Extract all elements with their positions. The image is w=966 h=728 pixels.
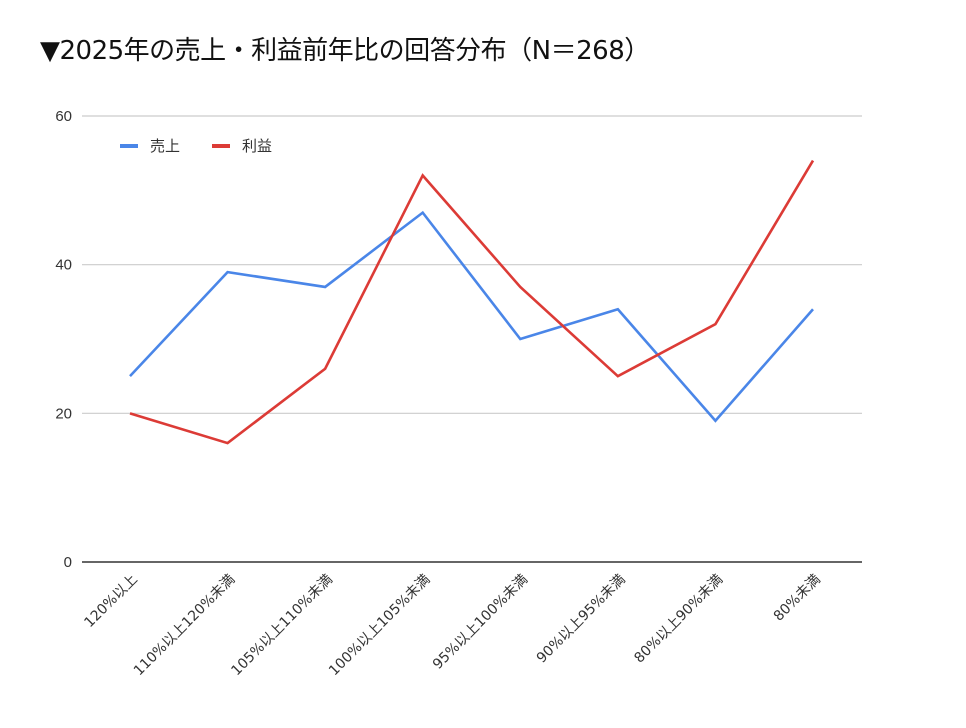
x-tick-label: 80%以上90%未満	[631, 572, 726, 667]
legend-item: 利益	[212, 137, 272, 155]
x-tick-label: 100%以上105%未満	[326, 572, 434, 680]
x-tick-label: 80%未満	[771, 572, 824, 625]
gridlines	[82, 115, 862, 414]
legend: 売上 利益	[120, 137, 272, 155]
y-tick-label: 0	[64, 554, 72, 571]
y-axis-ticks: 0 20 40 60	[55, 108, 72, 571]
x-tick-label: 90%以上95%未満	[534, 572, 629, 667]
y-tick-label: 20	[55, 405, 72, 422]
x-tick-label: 120%以上	[81, 572, 140, 631]
legend-label: 売上	[150, 137, 180, 155]
y-tick-label: 40	[55, 257, 72, 274]
y-tick-label: 60	[55, 108, 72, 125]
chart-title: ▼2025年の売上・利益前年比の回答分布（N＝268）	[40, 36, 650, 66]
x-tick-label: 95%以上100%未満	[430, 572, 531, 673]
x-tick-label: 105%以上110%未満	[228, 572, 336, 680]
series-line-利益	[129, 159, 815, 445]
series-lines	[129, 159, 815, 445]
series-line-売上	[129, 210, 814, 423]
x-axis-labels: 120%以上110%以上120%未満105%以上110%未満100%以上105%…	[81, 572, 823, 680]
legend-item: 売上	[120, 137, 180, 155]
legend-label: 利益	[242, 137, 272, 155]
x-tick-label: 110%以上120%未満	[131, 572, 239, 680]
